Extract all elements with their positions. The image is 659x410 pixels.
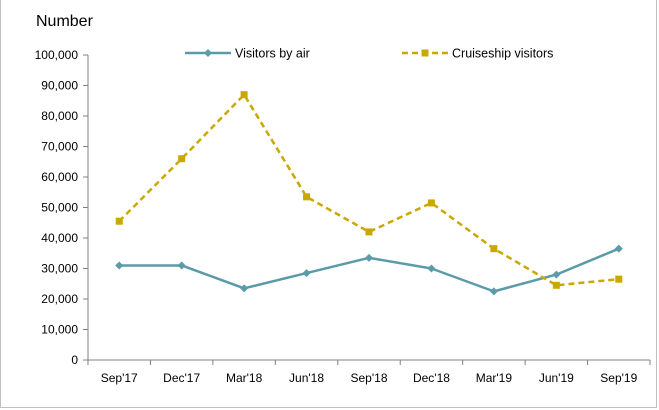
y-tick-label: 70,000: [41, 140, 78, 154]
y-tick-label: 60,000: [41, 170, 78, 184]
data-point: [115, 261, 124, 270]
data-point: [240, 91, 248, 99]
data-point: [615, 275, 623, 283]
data-point: [490, 245, 498, 253]
data-point: [303, 193, 311, 201]
data-point: [177, 261, 186, 270]
y-tick-label: 30,000: [41, 262, 78, 276]
legend-item: Cruiseship visitors: [402, 47, 553, 61]
data-point: [614, 244, 623, 253]
data-point: [365, 228, 373, 236]
x-tick-label: Sep'18: [351, 371, 388, 385]
legend-label: Cruiseship visitors: [452, 47, 553, 61]
legend-swatch-marker: [421, 49, 429, 57]
y-tick-label: 100,000: [35, 48, 79, 62]
series-line: [118, 93, 619, 287]
axes: [83, 54, 651, 365]
x-tick-label: Sep'17: [101, 371, 138, 385]
y-tick-label: 40,000: [41, 231, 78, 245]
x-tick-label: Sep'19: [600, 371, 637, 385]
data-point: [115, 217, 123, 225]
data-point: [365, 253, 373, 262]
y-tick-labels: 0 10,000 20,000 30,000 40,000 50,000 60,000 70,…: [35, 48, 79, 367]
data-point: [552, 270, 561, 279]
y-tick-label: 0: [71, 353, 78, 367]
legend-swatch-marker: [204, 49, 212, 57]
data-point: [489, 287, 498, 296]
x-tick-label: Dec'18: [413, 371, 450, 385]
legend: Visitors by air Cruiseship visitors: [185, 47, 553, 61]
x-tick-label: Jun'18: [289, 371, 324, 385]
x-tick-label: Mar'19: [476, 371, 513, 385]
y-tick-label: 50,000: [41, 201, 78, 215]
data-point: [302, 269, 311, 278]
x-tick-label: Dec'17: [163, 371, 200, 385]
data-point: [427, 199, 435, 207]
series-1: [115, 244, 623, 296]
x-tick-label: Jun'19: [539, 371, 574, 385]
y-tick-label: 80,000: [41, 109, 78, 123]
y-axis-title: Number: [36, 13, 94, 30]
data-point: [552, 281, 560, 289]
legend-label: Visitors by air: [235, 47, 310, 61]
y-tick-label: 20,000: [41, 292, 78, 306]
x-tick-labels: Sep'17 Dec'17 Mar'18 Jun'18 Sep'18 Dec'18 Mar'…: [101, 371, 638, 385]
y-tick-label: 90,000: [41, 79, 78, 93]
x-tick-label: Mar'18: [226, 371, 263, 385]
data-point: [427, 264, 436, 273]
y-tick-label: 10,000: [41, 323, 78, 337]
data-point: [178, 155, 186, 163]
series-2: [115, 91, 623, 289]
legend-item: Visitors by air: [185, 47, 310, 61]
series-layer: [115, 91, 623, 296]
data-point: [240, 284, 249, 293]
